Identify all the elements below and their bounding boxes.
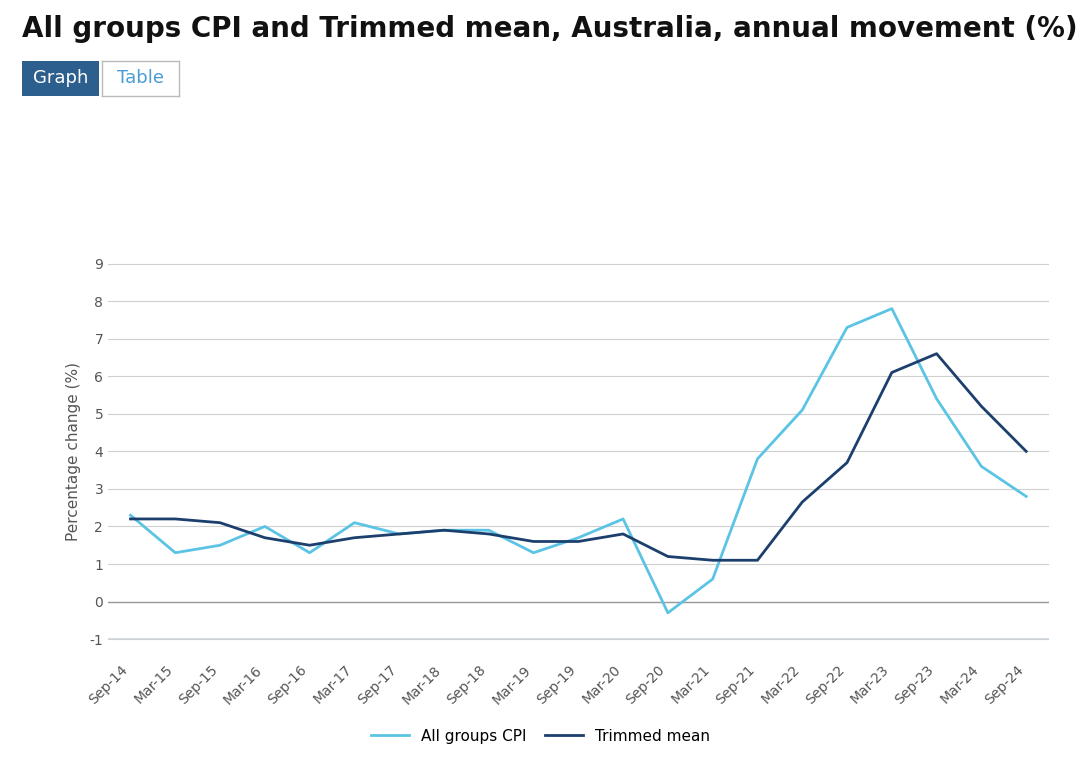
Text: Graph: Graph — [32, 70, 89, 87]
Y-axis label: Percentage change (%): Percentage change (%) — [66, 362, 81, 541]
Text: Table: Table — [117, 70, 164, 87]
Legend: All groups CPI, Trimmed mean: All groups CPI, Trimmed mean — [364, 722, 717, 750]
Text: All groups CPI and Trimmed mean, Australia, annual movement (%): All groups CPI and Trimmed mean, Austral… — [22, 15, 1078, 44]
